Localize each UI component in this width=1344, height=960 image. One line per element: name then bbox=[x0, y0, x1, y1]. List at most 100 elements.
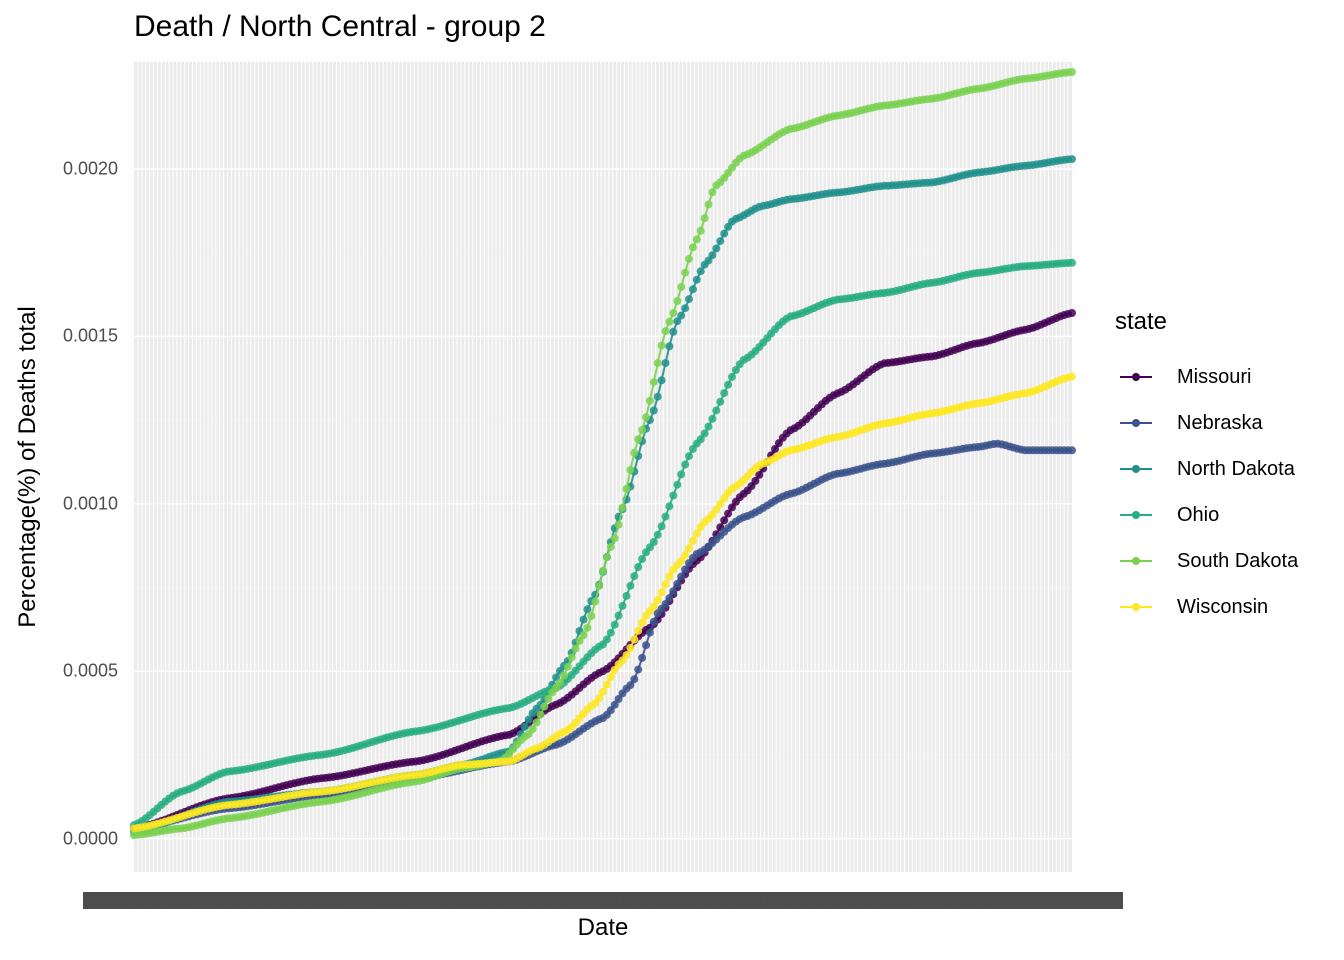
data-point bbox=[587, 612, 596, 620]
data-point bbox=[630, 675, 639, 684]
data-point bbox=[751, 476, 760, 485]
data-point bbox=[524, 715, 533, 724]
data-point bbox=[610, 666, 619, 674]
data-point bbox=[649, 378, 658, 387]
data-point bbox=[708, 251, 717, 260]
legend-title: state bbox=[1115, 308, 1168, 335]
data-point bbox=[677, 311, 686, 320]
y-tick-label: 0.0010 bbox=[62, 493, 118, 514]
data-point bbox=[634, 435, 643, 444]
data-point bbox=[638, 555, 647, 563]
data-point bbox=[556, 678, 564, 687]
data-point bbox=[681, 304, 690, 313]
data-point bbox=[720, 229, 729, 238]
data-point bbox=[630, 448, 639, 457]
x-grid bbox=[137, 62, 1069, 872]
data-point bbox=[540, 702, 549, 711]
legend-item-south-dakota: South Dakota bbox=[1115, 538, 1298, 584]
data-point bbox=[704, 200, 713, 209]
data-point bbox=[653, 530, 662, 539]
data-point bbox=[1068, 258, 1076, 267]
data-point bbox=[622, 484, 631, 493]
data-point bbox=[649, 538, 658, 546]
data-point bbox=[665, 594, 674, 603]
data-point bbox=[638, 653, 647, 662]
data-point bbox=[673, 317, 682, 326]
data-point bbox=[606, 672, 615, 681]
legend-label: Ohio bbox=[1177, 503, 1220, 526]
data-point bbox=[599, 687, 607, 696]
data-point bbox=[688, 536, 697, 545]
data-point bbox=[669, 587, 678, 596]
data-point bbox=[685, 295, 693, 304]
data-point bbox=[1068, 155, 1076, 164]
data-point bbox=[665, 502, 674, 511]
data-point bbox=[583, 623, 592, 632]
data-point bbox=[614, 695, 623, 703]
legend-label: Wisconsin bbox=[1177, 595, 1269, 618]
legend-item-ohio: Ohio bbox=[1115, 492, 1298, 538]
legend-label: South Dakota bbox=[1177, 549, 1299, 572]
data-point bbox=[634, 626, 643, 635]
legend-item-nebraska: Nebraska bbox=[1115, 400, 1298, 446]
legend: state Missouri Nebraska North Dakota Ohio So… bbox=[1115, 308, 1298, 630]
data-point bbox=[700, 429, 709, 438]
data-point bbox=[649, 406, 658, 415]
legend-item-wisconsin: Wisconsin bbox=[1115, 584, 1298, 630]
data-point bbox=[622, 591, 631, 600]
data-point bbox=[677, 572, 686, 581]
data-point bbox=[626, 581, 635, 590]
data-point bbox=[642, 641, 650, 650]
data-point bbox=[685, 254, 693, 263]
data-point bbox=[673, 297, 682, 305]
data-point bbox=[724, 509, 733, 518]
data-point bbox=[630, 572, 639, 581]
data-point bbox=[720, 516, 729, 525]
data-point bbox=[661, 327, 670, 336]
data-point bbox=[653, 392, 662, 401]
data-point bbox=[681, 268, 690, 277]
data-point bbox=[681, 551, 690, 560]
data-point bbox=[665, 342, 674, 351]
data-point bbox=[630, 635, 639, 644]
data-point bbox=[665, 572, 674, 581]
data-point bbox=[696, 435, 705, 444]
data-point bbox=[685, 452, 693, 461]
data-point bbox=[673, 480, 682, 489]
legend-key bbox=[1115, 597, 1157, 617]
y-tick-label: 0.0020 bbox=[62, 158, 118, 179]
data-point bbox=[700, 214, 709, 223]
data-point bbox=[716, 499, 725, 508]
data-point bbox=[692, 529, 701, 538]
series-south-dakota bbox=[130, 68, 1076, 840]
y-grid bbox=[134, 168, 1072, 840]
data-point bbox=[708, 188, 717, 197]
data-point bbox=[665, 317, 674, 326]
series-layer bbox=[130, 68, 1076, 840]
legend-key bbox=[1115, 505, 1157, 525]
data-point bbox=[610, 700, 619, 709]
data-point bbox=[618, 601, 627, 610]
data-point bbox=[622, 651, 631, 660]
legend-key bbox=[1115, 367, 1157, 387]
data-point bbox=[602, 553, 611, 562]
data-point bbox=[602, 635, 611, 644]
data-point bbox=[731, 366, 740, 374]
data-point bbox=[653, 596, 662, 604]
data-point bbox=[1068, 309, 1076, 317]
data-point bbox=[681, 565, 690, 574]
data-point bbox=[1068, 372, 1076, 381]
chart-title: Death / North Central - group 2 bbox=[134, 10, 546, 43]
data-point bbox=[536, 710, 545, 719]
data-point bbox=[677, 283, 686, 291]
data-point bbox=[559, 671, 568, 680]
data-point bbox=[771, 445, 779, 453]
data-point bbox=[661, 359, 670, 367]
data-point bbox=[634, 665, 643, 674]
data-point bbox=[1068, 446, 1076, 455]
data-point bbox=[626, 465, 635, 474]
data-point bbox=[638, 618, 647, 627]
data-point bbox=[1068, 68, 1076, 76]
series-wisconsin bbox=[130, 372, 1076, 833]
data-point bbox=[657, 522, 666, 531]
